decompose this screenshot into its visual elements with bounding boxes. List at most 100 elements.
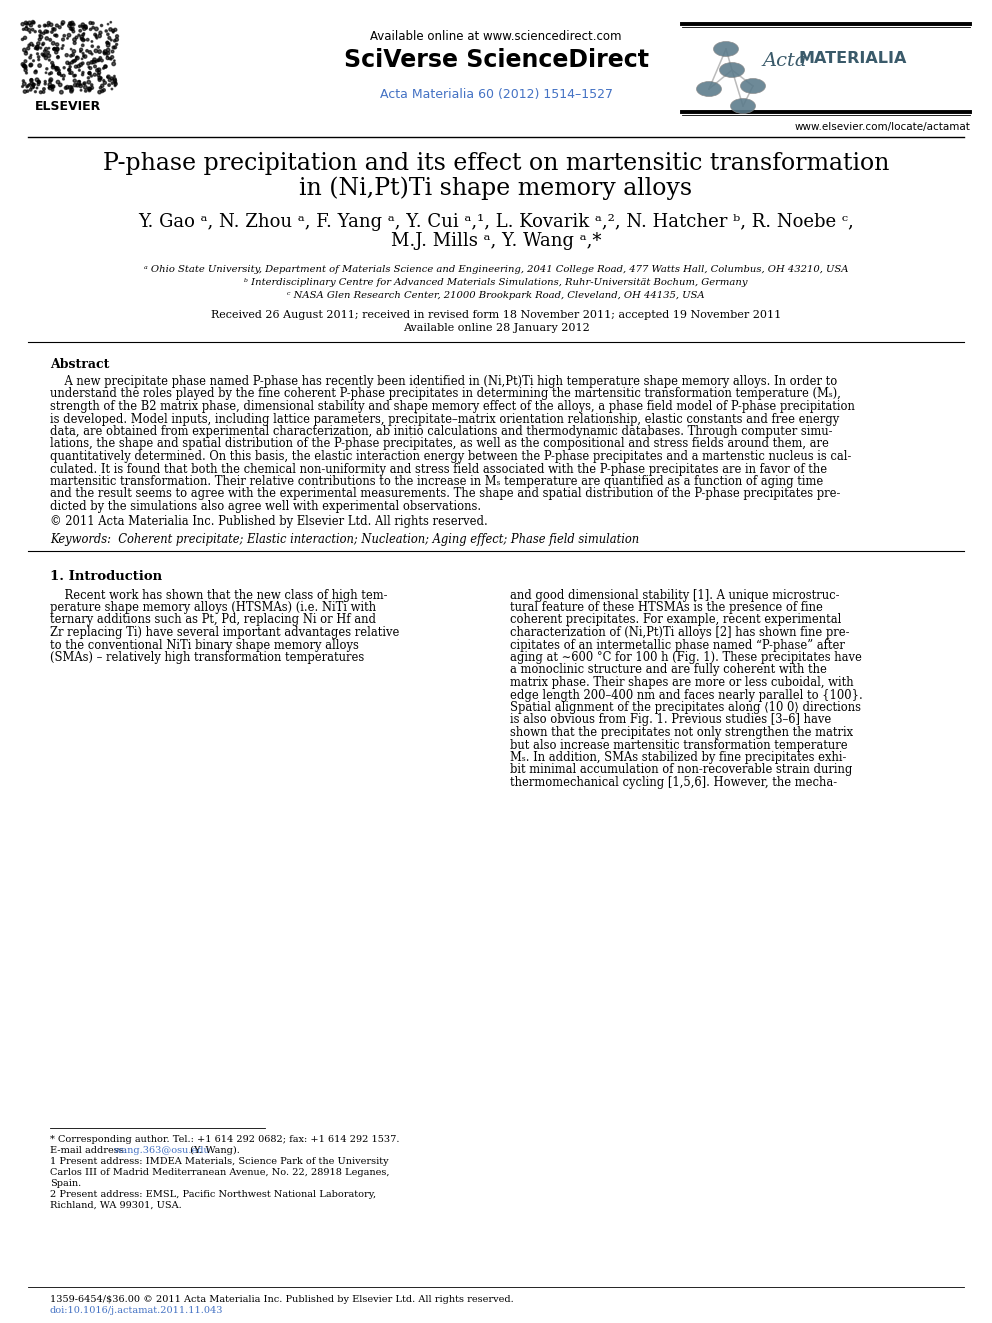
Point — [88, 26, 104, 48]
Point — [101, 28, 117, 49]
Point — [19, 16, 35, 37]
Point — [64, 50, 80, 71]
Point — [87, 56, 103, 77]
Point — [28, 81, 44, 102]
Point — [42, 49, 58, 70]
Ellipse shape — [740, 78, 766, 94]
Text: a monoclinic structure and are fully coherent with the: a monoclinic structure and are fully coh… — [510, 664, 827, 676]
Text: tural feature of these HTSMAs is the presence of fine: tural feature of these HTSMAs is the pre… — [510, 601, 823, 614]
Text: data, are obtained from experimental characterization, ab initio calculations an: data, are obtained from experimental cha… — [50, 425, 832, 438]
Point — [24, 70, 40, 91]
Text: is also obvious from Fig. 1. Previous studies [3–6] have: is also obvious from Fig. 1. Previous st… — [510, 713, 831, 726]
Text: Spatial alignment of the precipitates along ⟨10 0⟩ directions: Spatial alignment of the precipitates al… — [510, 701, 861, 714]
Point — [25, 77, 41, 98]
Point — [83, 65, 99, 86]
Point — [90, 49, 106, 70]
Text: cipitates of an intermetallic phase named “P-phase” after: cipitates of an intermetallic phase name… — [510, 639, 845, 651]
Point — [102, 19, 118, 40]
Point — [28, 38, 44, 60]
Point — [19, 13, 35, 34]
Ellipse shape — [713, 41, 738, 57]
Point — [71, 71, 87, 93]
Ellipse shape — [696, 82, 721, 97]
Point — [75, 24, 91, 45]
Point — [25, 74, 41, 95]
Point — [74, 48, 90, 69]
Point — [44, 21, 60, 42]
Point — [38, 48, 54, 69]
Point — [53, 74, 68, 95]
Text: Received 26 August 2011; received in revised form 18 November 2011; accepted 19 : Received 26 August 2011; received in rev… — [211, 310, 781, 320]
Text: but also increase martensitic transformation temperature: but also increase martensitic transforma… — [510, 738, 847, 751]
Point — [23, 54, 39, 75]
Point — [62, 56, 78, 77]
Point — [67, 56, 83, 77]
Text: Abstract: Abstract — [50, 359, 109, 370]
Point — [66, 50, 82, 71]
Point — [93, 15, 109, 36]
Point — [19, 62, 35, 83]
Point — [84, 44, 100, 65]
Text: dicted by the simulations also agree well with experimental observations.: dicted by the simulations also agree wel… — [50, 500, 481, 513]
Point — [99, 32, 115, 53]
Point — [96, 42, 112, 64]
Text: characterization of (Ni,Pt)Ti alloys [2] has shown fine pre-: characterization of (Ni,Pt)Ti alloys [2]… — [510, 626, 849, 639]
Point — [33, 26, 49, 48]
Point — [91, 62, 107, 83]
Point — [50, 58, 65, 79]
Point — [79, 29, 95, 50]
Point — [49, 24, 64, 45]
Point — [106, 50, 122, 71]
Point — [85, 17, 101, 38]
Point — [73, 26, 89, 48]
Point — [82, 41, 98, 62]
Point — [15, 29, 31, 50]
Point — [67, 50, 83, 71]
Point — [30, 38, 46, 60]
Point — [104, 67, 120, 89]
Point — [37, 45, 53, 66]
Point — [51, 46, 66, 67]
Point — [65, 41, 81, 62]
Point — [51, 62, 66, 83]
Text: ᵃ Ohio State University, Department of Materials Science and Engineering, 2041 C: ᵃ Ohio State University, Department of M… — [144, 265, 848, 274]
Point — [50, 34, 65, 56]
Point — [62, 25, 77, 46]
Point — [18, 60, 34, 81]
Point — [73, 28, 89, 49]
Point — [17, 28, 33, 49]
Point — [70, 71, 86, 93]
Point — [60, 77, 75, 98]
Point — [82, 78, 98, 99]
Point — [105, 21, 121, 42]
Point — [42, 64, 58, 85]
Point — [98, 42, 114, 64]
Point — [46, 75, 62, 97]
Text: (Y. Wang).: (Y. Wang). — [187, 1146, 240, 1155]
Point — [23, 15, 39, 36]
Point — [16, 56, 32, 77]
Point — [24, 73, 40, 94]
Point — [36, 22, 52, 44]
Point — [38, 62, 54, 83]
Point — [22, 12, 38, 33]
Point — [23, 54, 39, 75]
Point — [36, 78, 52, 99]
Point — [50, 38, 65, 60]
Point — [42, 74, 58, 95]
Point — [62, 53, 77, 74]
Point — [67, 74, 83, 95]
Point — [65, 21, 81, 42]
Point — [25, 19, 41, 40]
Point — [92, 69, 108, 90]
Point — [55, 38, 70, 60]
Text: 2 Present address: EMSL, Pacific Northwest National Laboratory,: 2 Present address: EMSL, Pacific Northwe… — [50, 1189, 376, 1199]
Point — [101, 33, 117, 54]
Point — [90, 65, 106, 86]
Point — [17, 56, 33, 77]
Point — [64, 20, 80, 41]
Point — [100, 66, 116, 87]
Point — [65, 44, 81, 65]
Point — [31, 46, 47, 67]
Text: doi:10.1016/j.actamat.2011.11.043: doi:10.1016/j.actamat.2011.11.043 — [50, 1306, 223, 1315]
